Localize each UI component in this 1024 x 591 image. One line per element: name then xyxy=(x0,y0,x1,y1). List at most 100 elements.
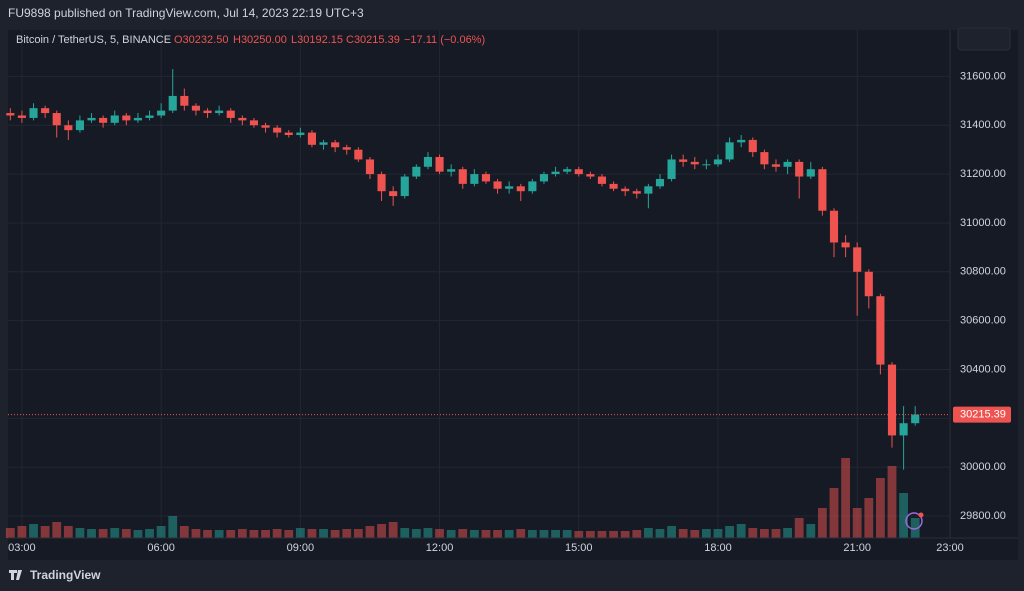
header: FU9898 published on TradingView.com, Jul… xyxy=(8,6,364,20)
volume-bar xyxy=(632,530,642,538)
candle-body xyxy=(249,120,259,126)
y-tick-label: 29800.00 xyxy=(960,510,1006,522)
candle-body xyxy=(783,161,792,167)
candle-body xyxy=(481,174,491,182)
x-tick-label: 18:00 xyxy=(704,542,732,554)
candle-body xyxy=(226,110,235,118)
candle-body xyxy=(829,210,839,243)
volume-bar xyxy=(5,528,15,538)
volume-bar xyxy=(98,529,108,538)
candle-body xyxy=(505,186,514,189)
volume-bar xyxy=(203,530,212,538)
volume-bar xyxy=(249,530,259,538)
candle-body xyxy=(331,142,340,148)
candle-body xyxy=(539,174,549,182)
volume-bar xyxy=(330,530,340,538)
volume-bar xyxy=(504,530,514,538)
volume-bar xyxy=(609,531,618,538)
volume-bar xyxy=(875,478,885,538)
y-tick-label: 31200.00 xyxy=(960,168,1006,180)
candle-body xyxy=(273,127,282,133)
volume-bar xyxy=(295,528,305,538)
candle-body xyxy=(296,132,305,136)
volume-bar xyxy=(191,529,201,538)
legend-high: H30250.00 xyxy=(233,34,287,46)
toolbar-button[interactable] xyxy=(957,27,1011,51)
volume-bar xyxy=(759,529,769,538)
candle-body xyxy=(145,115,154,118)
x-tick-label: 06:00 xyxy=(147,542,175,554)
candle-body xyxy=(887,364,897,436)
y-tick-label: 31000.00 xyxy=(960,217,1006,229)
volume-bar xyxy=(864,498,874,538)
volume-bar xyxy=(284,530,294,538)
alert-icon[interactable] xyxy=(905,512,923,530)
volume-bar xyxy=(806,524,816,538)
candle-body xyxy=(667,159,676,179)
candle-body xyxy=(215,110,224,114)
plot-area xyxy=(5,30,951,538)
candle-body xyxy=(760,152,769,165)
volume-bar xyxy=(52,522,62,538)
candle-body xyxy=(319,142,328,145)
volume-bar xyxy=(771,529,781,538)
volume-bar xyxy=(110,528,120,538)
volume-bar xyxy=(156,526,166,538)
volume-bar xyxy=(423,528,433,538)
volume-bar xyxy=(527,530,537,538)
volume-bar xyxy=(748,528,758,538)
volume-bar xyxy=(17,526,27,538)
volume-bar xyxy=(841,458,850,538)
y-tick-label: 30400.00 xyxy=(960,363,1006,375)
candle-body xyxy=(748,139,757,153)
volume-bar xyxy=(481,530,491,538)
candle-body xyxy=(586,174,595,177)
volume-bar xyxy=(342,529,352,538)
candle-body xyxy=(597,176,607,184)
x-tick-label: 12:00 xyxy=(426,542,454,554)
candle-body xyxy=(389,191,398,197)
candle-body xyxy=(110,115,119,123)
volume-bar xyxy=(701,529,711,538)
candle-body xyxy=(365,159,375,175)
candle-body xyxy=(6,113,15,116)
candle-body xyxy=(261,125,270,128)
volume-bar xyxy=(435,529,444,538)
candle-body xyxy=(29,108,38,118)
volume-bar xyxy=(493,530,502,538)
volume-bar xyxy=(261,530,270,538)
footer-brand: TradingView xyxy=(30,568,101,582)
legend-close: C30215.39 xyxy=(346,34,400,46)
candle-body xyxy=(41,108,50,114)
candle-body xyxy=(621,188,630,192)
candle-body xyxy=(342,147,351,150)
volume-bar xyxy=(214,530,224,538)
volume-bar xyxy=(713,529,723,538)
candle-body xyxy=(899,423,908,436)
volume-bar xyxy=(133,530,143,538)
candle-body xyxy=(52,113,61,126)
volume-bar xyxy=(179,526,189,538)
volume-bar xyxy=(794,518,804,538)
candle-body xyxy=(795,161,804,177)
volume-bar xyxy=(29,524,38,538)
volume-bar xyxy=(411,529,421,538)
candle-body xyxy=(528,181,537,192)
volume-bar xyxy=(168,516,178,538)
legend-change: −17.11 (−0.06%) xyxy=(404,34,485,46)
volume-bar xyxy=(400,528,410,538)
candle-body xyxy=(841,242,850,248)
volume-bar xyxy=(562,530,572,538)
candle-body xyxy=(911,414,920,424)
x-tick-label: 21:00 xyxy=(843,542,871,554)
volume-bar xyxy=(597,531,607,538)
volume-bar xyxy=(655,529,665,538)
volume-bar xyxy=(899,493,909,538)
candle-body xyxy=(75,120,84,131)
candle-body xyxy=(447,169,456,172)
y-tick-label: 31600.00 xyxy=(960,70,1006,82)
x-tick-label: 23:00 xyxy=(936,542,964,554)
candle-body xyxy=(435,157,444,172)
volume-bar xyxy=(783,528,792,538)
volume-bar xyxy=(574,531,584,538)
